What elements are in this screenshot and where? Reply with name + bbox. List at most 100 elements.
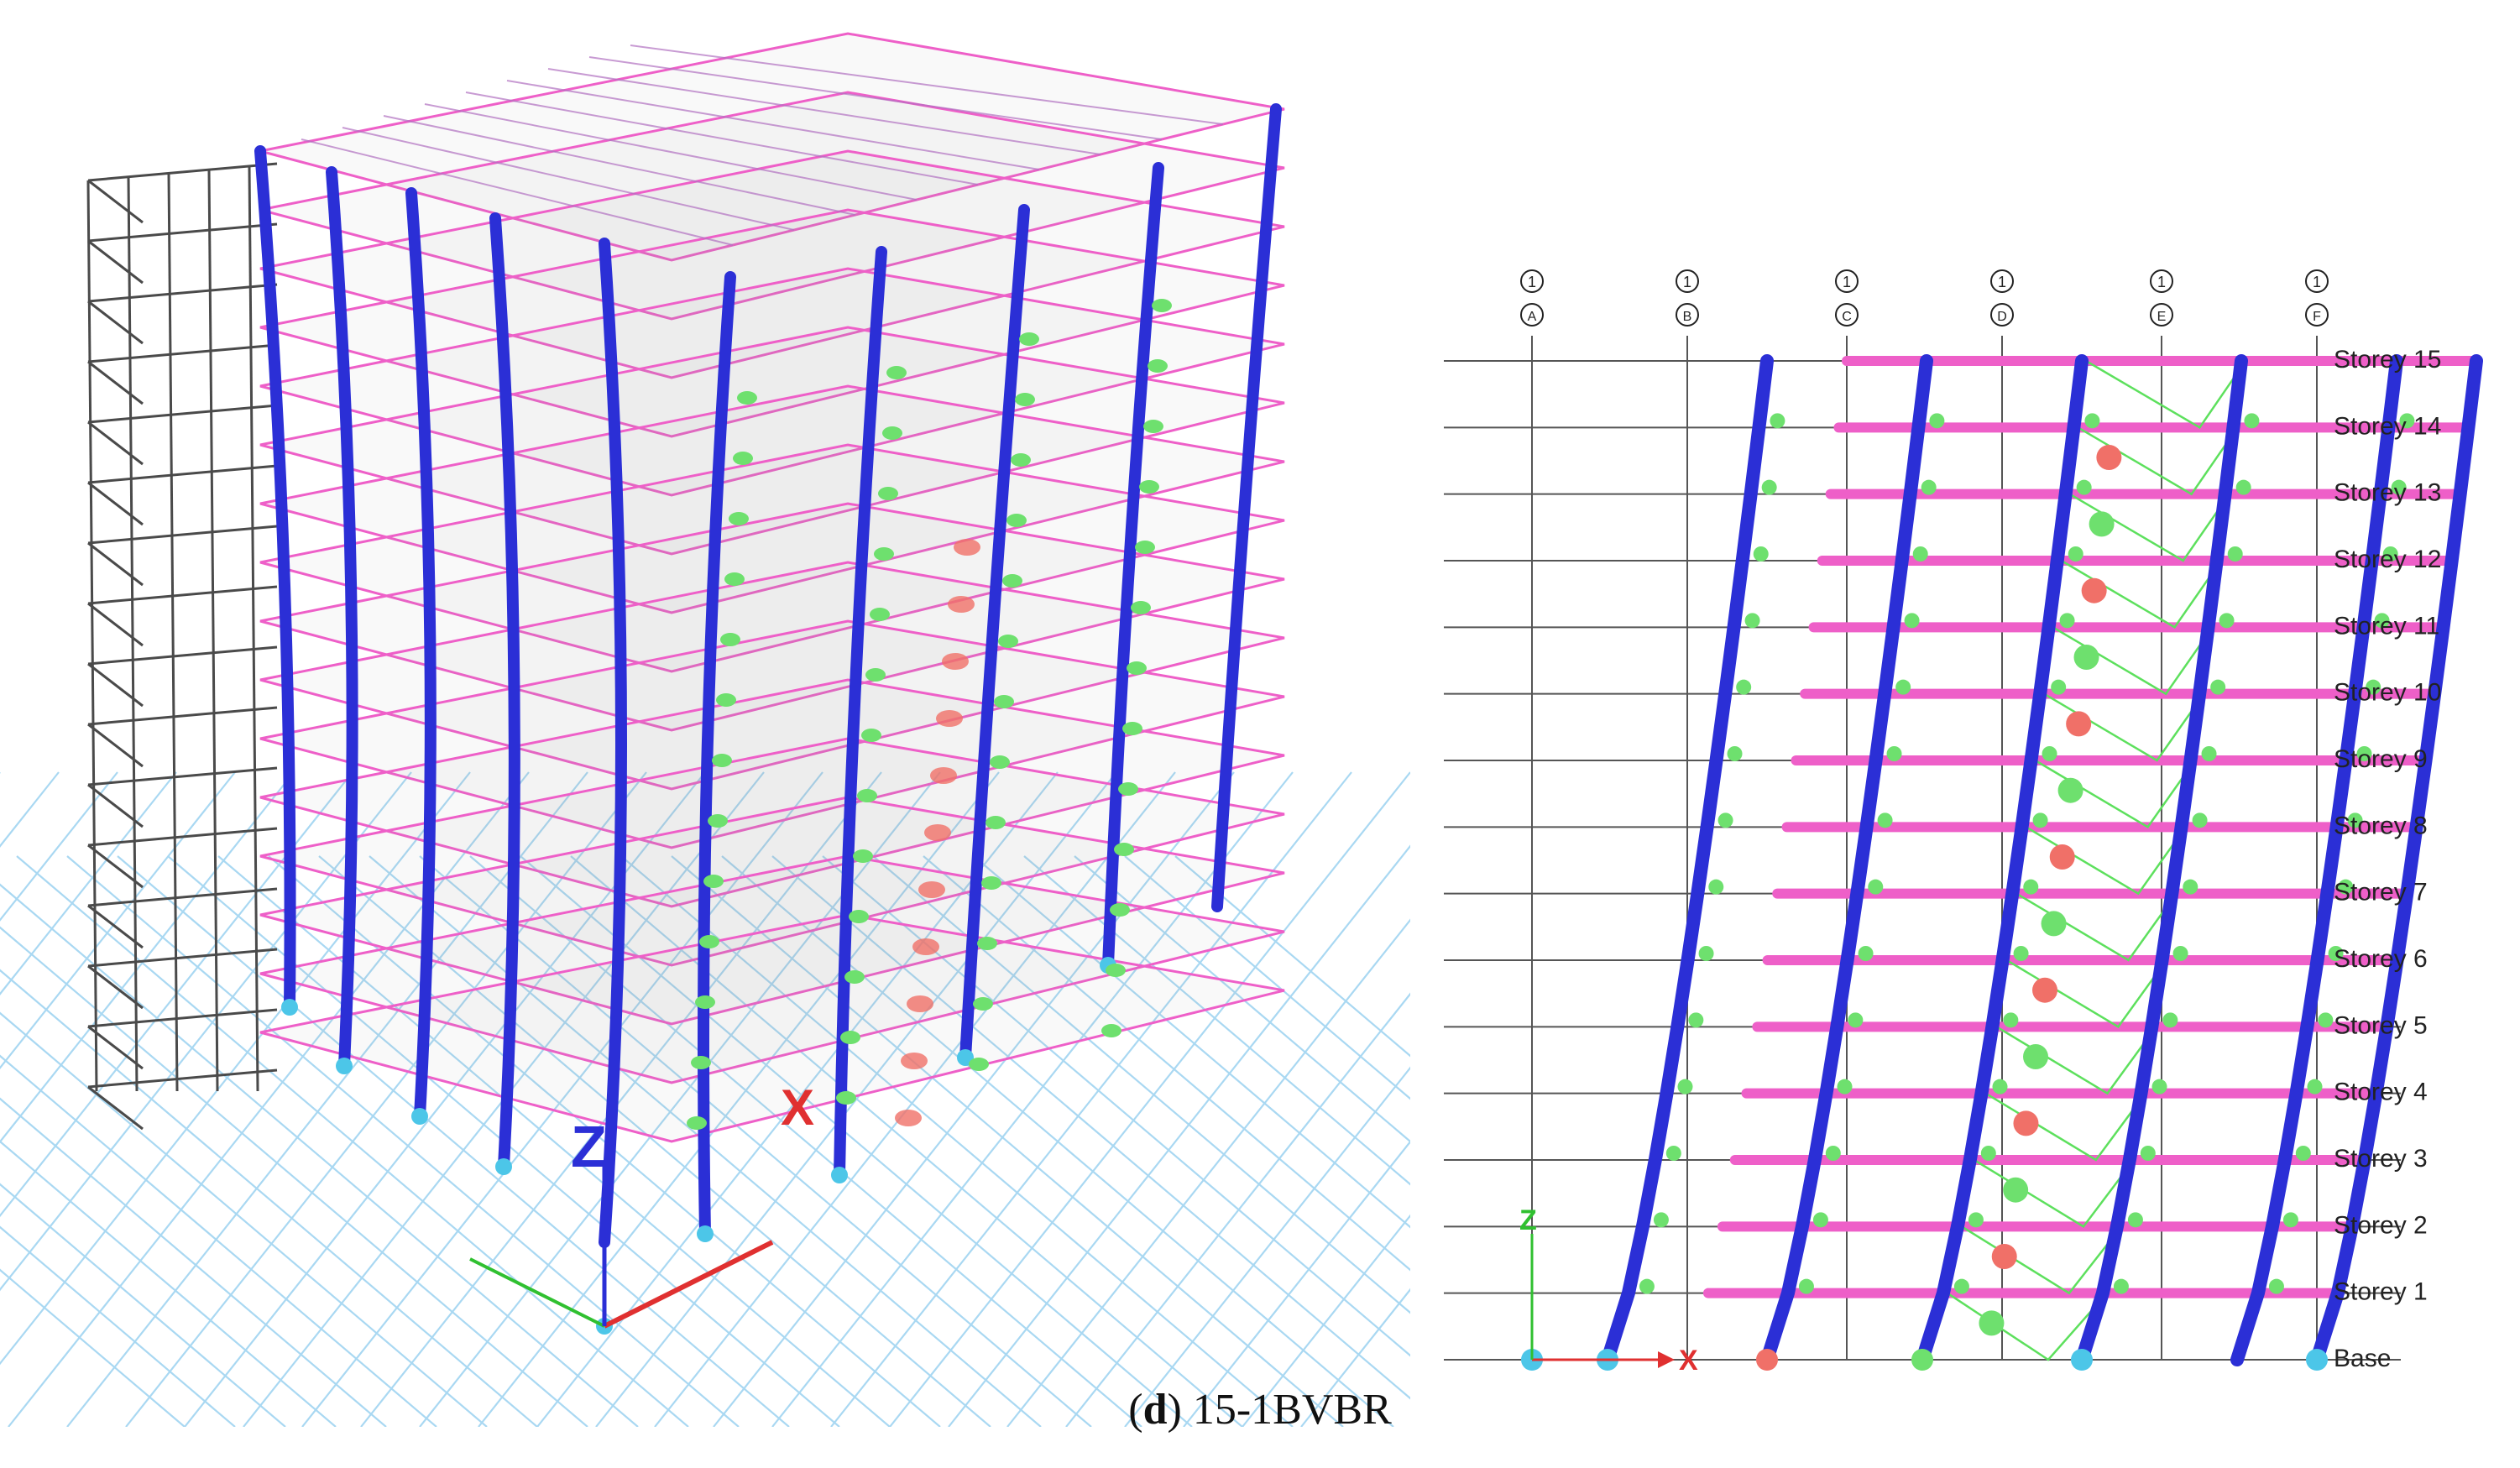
ground-grid-line	[0, 1097, 387, 1427]
ground-grid-line	[1174, 855, 1410, 1058]
roof-grid-line	[424, 103, 918, 201]
plastic-hinge-green	[2210, 679, 2226, 695]
plastic-hinge-green	[2201, 746, 2217, 761]
ground-grid-line	[125, 771, 647, 1427]
column	[254, 145, 296, 1013]
ground-grid-line	[1300, 1288, 1410, 1427]
braces	[1947, 359, 2247, 1361]
figure-caption: (d) 15-1BVBR	[1128, 1386, 1392, 1434]
grid-bubble-letter: F	[2313, 310, 2321, 324]
undeformed-beam	[87, 766, 278, 786]
ground-grid-line	[0, 771, 412, 1292]
plastic-hinge-green	[865, 668, 886, 682]
ground-grid-line	[478, 771, 1000, 1427]
grid-bubble-letter: C	[1842, 310, 1852, 324]
plastic-hinge-green	[2003, 1177, 2029, 1203]
undeformed-beam	[87, 343, 278, 363]
plastic-hinge-green	[2235, 479, 2251, 495]
ground-grid-line	[570, 855, 1243, 1427]
ground-grid-line	[0, 771, 295, 1144]
ground-grid-line	[1006, 918, 1410, 1427]
plastic-hinge-green	[1868, 879, 1884, 895]
grid-bubble-letter: E	[2157, 310, 2167, 324]
storey-label: Storey 12	[2334, 546, 2441, 573]
z-axis-label: Z	[1519, 1204, 1537, 1236]
roof-grid-line	[383, 115, 856, 216]
support-node	[1911, 1349, 1933, 1371]
storey-labels: Base Storey 1 Storey 2 Storey 3 Storey 4 Stor…	[2334, 346, 2441, 1372]
plastic-hinge-green	[2023, 879, 2039, 895]
roof-grid-line	[301, 138, 734, 246]
ground-grid-line	[0, 926, 588, 1427]
plastic-hinge-green	[1015, 393, 1035, 406]
storey-label: Storey 3	[2334, 1145, 2428, 1173]
undeformed-beam	[87, 525, 278, 545]
plastic-hinge-green	[1717, 812, 1733, 828]
plastic-hinge-green	[712, 754, 732, 767]
storey-label: Storey 4	[2334, 1079, 2428, 1106]
support-node	[2306, 1349, 2328, 1371]
undeformed-frame	[86, 162, 278, 1131]
column	[1916, 354, 2089, 1366]
plastic-hinge-green	[1002, 574, 1022, 588]
plastic-hinge-green	[2268, 1278, 2284, 1294]
undeformed-beam	[87, 481, 144, 526]
plastic-hinge-green	[1980, 1146, 1996, 1161]
column	[1102, 162, 1164, 971]
plastic-hinge-red	[901, 1053, 928, 1069]
3d-hinges	[687, 299, 1172, 1130]
grid-lines: 1 A 1 B 1 C 1 D 1 E 1 F	[1520, 269, 2329, 1360]
plastic-hinge-green	[2382, 546, 2398, 562]
ground-grid-line	[771, 855, 1410, 1400]
column	[1211, 103, 1282, 912]
plastic-hinge-red	[912, 938, 939, 955]
plastic-hinge-red	[895, 1110, 922, 1126]
ground-grid-line	[713, 771, 1235, 1427]
plastic-hinge-green	[2032, 812, 2048, 828]
plastic-hinge-red	[936, 710, 963, 727]
ground-grid-line	[0, 883, 639, 1427]
grid-bubble	[1676, 269, 1699, 293]
ground-grid-line	[0, 771, 236, 1070]
ground-grid-line	[1023, 855, 1410, 1186]
undeformed-beam	[87, 222, 278, 243]
support-node	[336, 1058, 353, 1074]
grid-bubble-number: 1	[2157, 274, 2166, 290]
support-node	[697, 1225, 714, 1242]
storey-label: Storey 11	[2334, 612, 2439, 640]
roof-grid-line	[588, 56, 1163, 140]
ground-grid-line	[654, 771, 1176, 1427]
plastic-hinge-green	[1135, 541, 1155, 554]
plastic-hinge-red	[948, 596, 975, 613]
grid-bubble	[1520, 269, 1544, 293]
grid-bubble-letter: D	[1997, 310, 2007, 324]
ground-grid-line	[973, 855, 1410, 1229]
brace-pair	[1995, 1026, 2157, 1095]
plastic-hinge-green	[1122, 722, 1142, 735]
grid-bubble	[2150, 269, 2173, 293]
plastic-hinge-green	[2059, 613, 2075, 629]
ground-grid-line	[360, 771, 882, 1427]
ground-grid-line	[469, 855, 1142, 1427]
undeformed-beam	[87, 179, 144, 224]
support-node	[831, 1167, 848, 1183]
grid-bubble	[1676, 303, 1699, 327]
plastic-hinge-green	[870, 608, 890, 621]
undeformed-column	[167, 173, 179, 1092]
plastic-hinge-green	[1825, 1146, 1841, 1161]
grid-bubble	[2150, 303, 2173, 327]
plastic-hinge-green	[691, 1056, 711, 1069]
grid-bubble	[1520, 303, 1544, 327]
ground-grid-line	[0, 969, 538, 1427]
plastic-hinge-green	[857, 789, 877, 802]
storey-label: Storey 7	[2334, 879, 2428, 906]
support-node	[281, 999, 298, 1016]
plastic-hinge-green	[1858, 946, 1874, 961]
column	[405, 187, 437, 1122]
plastic-hinge-green	[853, 849, 873, 863]
plastic-hinge-green	[1118, 782, 1138, 796]
column	[2230, 354, 2403, 1366]
plastic-hinge-green	[2295, 1146, 2311, 1161]
plastic-hinge-green	[1886, 746, 1902, 761]
plastic-hinge-green	[2391, 479, 2407, 495]
